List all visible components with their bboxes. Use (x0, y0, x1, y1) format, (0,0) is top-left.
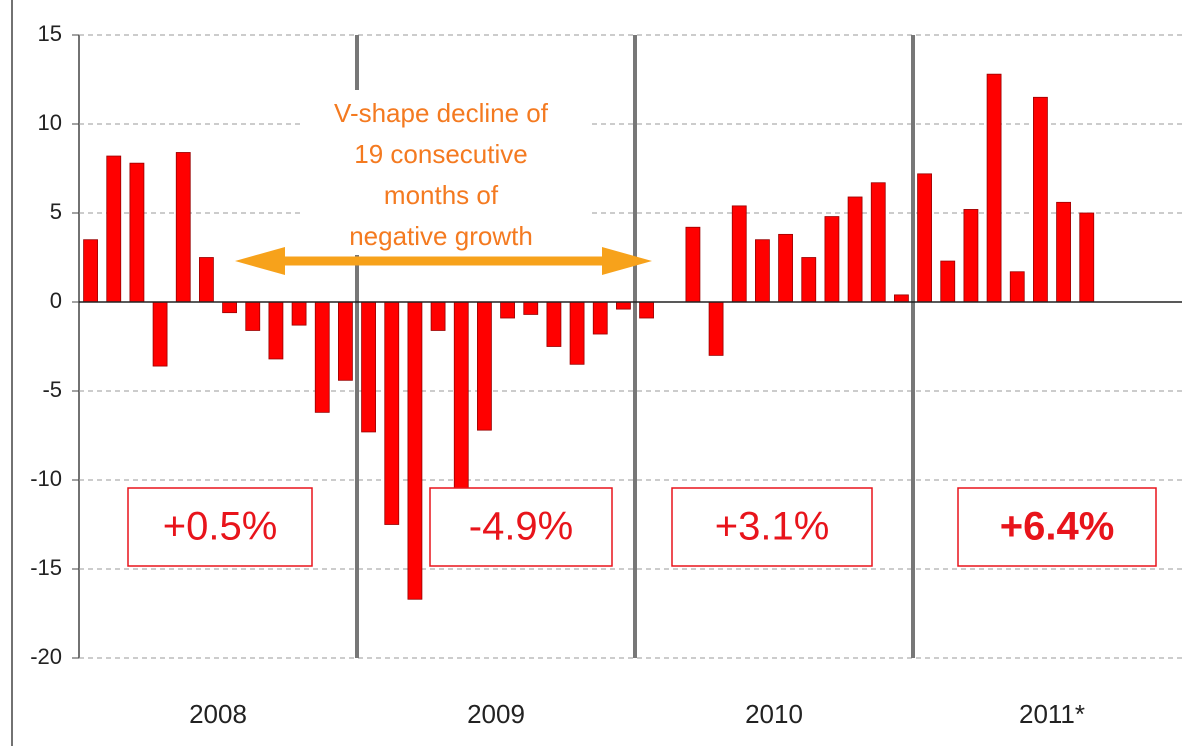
year-label: 2010 (745, 699, 803, 729)
bar (152, 301, 168, 367)
bar (940, 260, 956, 303)
growth-label: +0.5% (163, 505, 278, 549)
bar (175, 152, 191, 303)
growth-box (957, 487, 1157, 567)
bar (894, 294, 909, 303)
bar (986, 73, 1002, 303)
bar (268, 301, 284, 360)
bar (384, 301, 400, 525)
y-tick-label: -20 (30, 644, 62, 669)
bar (314, 301, 330, 413)
bar (685, 226, 701, 303)
annotation-text: negative growth (349, 221, 533, 251)
bar (592, 301, 608, 335)
bar (708, 301, 724, 356)
y-tick-label: 15 (38, 21, 62, 46)
y-tick-label: -15 (30, 555, 62, 580)
bar (824, 216, 840, 303)
bar (731, 205, 747, 303)
bar (639, 301, 654, 319)
bar (569, 301, 585, 365)
y-tick-label: 5 (50, 199, 62, 224)
annotation-text: months of (384, 180, 499, 210)
annotation-bg (300, 90, 590, 255)
bar (963, 209, 979, 303)
y-tick-label: -10 (30, 466, 62, 491)
growth-label: +6.4% (1000, 505, 1115, 549)
bar (917, 173, 932, 303)
bar (407, 301, 423, 600)
growth-box (127, 487, 313, 567)
bar (361, 301, 376, 433)
bar (106, 155, 122, 303)
bar (546, 301, 562, 347)
bar (1033, 96, 1048, 303)
y-tick-label: 0 (50, 288, 62, 313)
annotation-text: 19 consecutive (354, 139, 527, 169)
bar (801, 257, 817, 303)
bar (83, 239, 98, 303)
bar (199, 257, 214, 303)
bar (291, 301, 307, 326)
arrow-head-right (602, 247, 652, 275)
bar (755, 239, 770, 303)
bar (338, 301, 353, 381)
bar (245, 301, 261, 331)
bar (500, 301, 515, 319)
bar (847, 196, 863, 303)
bar (616, 301, 631, 310)
bar (778, 233, 793, 303)
bar (523, 301, 539, 315)
growth-box (671, 487, 873, 567)
arrow-head-left (235, 247, 285, 275)
bar (477, 301, 492, 431)
y-tick-label: -5 (42, 377, 62, 402)
growth-box (429, 487, 613, 567)
bar (870, 182, 886, 303)
bar (1009, 271, 1025, 303)
y-tick-label: 10 (38, 110, 62, 135)
year-label: 2008 (189, 699, 247, 729)
year-label: 2011* (1019, 699, 1085, 729)
bar (222, 301, 237, 314)
annotation-text: V-shape decline of (334, 98, 549, 128)
bar (129, 162, 145, 303)
year-label: 2009 (467, 699, 525, 729)
growth-label: -4.9% (469, 505, 574, 549)
growth-label: +3.1% (715, 505, 830, 549)
bar (430, 301, 446, 331)
bar (453, 301, 469, 490)
bar (1056, 201, 1071, 303)
bar (1079, 212, 1095, 303)
